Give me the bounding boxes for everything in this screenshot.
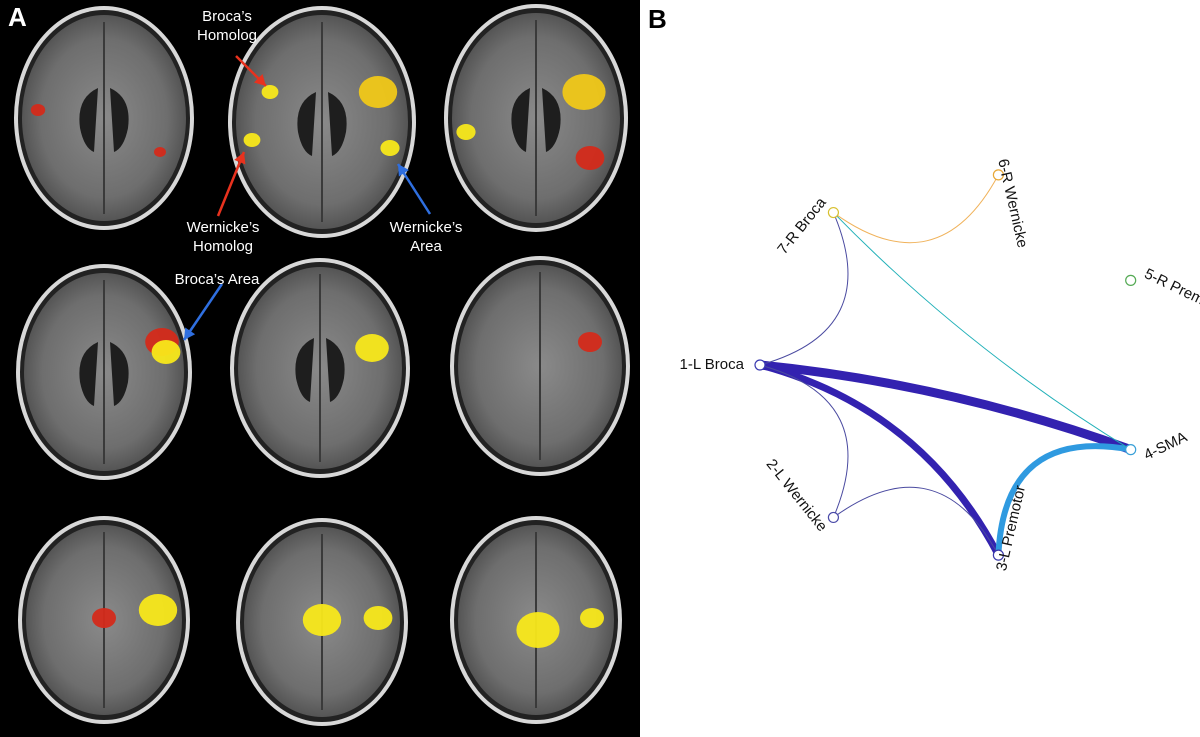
network-node: 2-L Wernicke (763, 456, 840, 535)
mri-slice (16, 264, 192, 480)
panel-b-letter: B (648, 4, 667, 34)
wernickes-area-label: Wernicke’s Area (389, 219, 463, 255)
node-marker (1125, 444, 1137, 456)
network-node: 4-SMA (1125, 429, 1190, 464)
mri-slice (14, 6, 194, 230)
mri-slice (236, 518, 408, 726)
mri-slice (18, 516, 190, 724)
mri-slices-graphic (14, 4, 630, 726)
network-node: 6-R Wernicke (992, 157, 1031, 249)
panel-a-letter: A (8, 2, 27, 32)
connection-edge (832, 212, 1132, 451)
node-marker (827, 511, 840, 524)
node-label: 2-L Wernicke (763, 456, 831, 535)
connection-edge (832, 486, 999, 556)
brocas-homolog-label: Broca’s Homolog (196, 8, 258, 44)
wernickes-homolog-arrow (216, 151, 246, 217)
connection-edge (759, 364, 849, 518)
panel-b-connectivity-diagram: 1-L Broca 2-L Wernicke 3-L Premotor 4-SMA 5-… (640, 0, 1200, 737)
wernickes-area-arrow (396, 163, 432, 215)
connection-edge (995, 443, 1134, 559)
connection-edge (756, 361, 1002, 559)
connection-edge (755, 360, 1136, 455)
brocas-area-label: Broca’s Area (174, 271, 260, 288)
mri-slice (228, 6, 416, 238)
node-marker (992, 169, 1004, 181)
node-label: 5-R Premotor (1142, 265, 1200, 319)
node-marker (1125, 274, 1137, 286)
mri-slice (450, 516, 622, 724)
wernickes-homolog-label: Wernicke’s Homolog (186, 219, 260, 255)
network-node: 1-L Broca (680, 356, 766, 373)
mri-slice (230, 258, 410, 478)
brocas-area-arrow (182, 283, 224, 341)
node-label: 6-R Wernicke (994, 157, 1031, 249)
node-label: 7-R Broca (774, 194, 830, 258)
connection-edge (759, 212, 849, 366)
mri-slice (450, 256, 630, 476)
network-node: 7-R Broca (774, 194, 840, 258)
panel-a-mri-slices: A Broca’s Homolog Wernicke’s Homolog Wer… (0, 0, 640, 737)
mri-slice (444, 4, 628, 232)
node-marker (754, 359, 766, 371)
connection-edge (832, 174, 999, 244)
network-node: 5-R Premotor (1125, 265, 1200, 320)
node-label: 4-SMA (1141, 429, 1190, 464)
node-marker (992, 549, 1004, 561)
node-marker (827, 206, 840, 219)
node-label: 1-L Broca (680, 356, 745, 373)
brocas-homolog-arrow (235, 55, 267, 87)
